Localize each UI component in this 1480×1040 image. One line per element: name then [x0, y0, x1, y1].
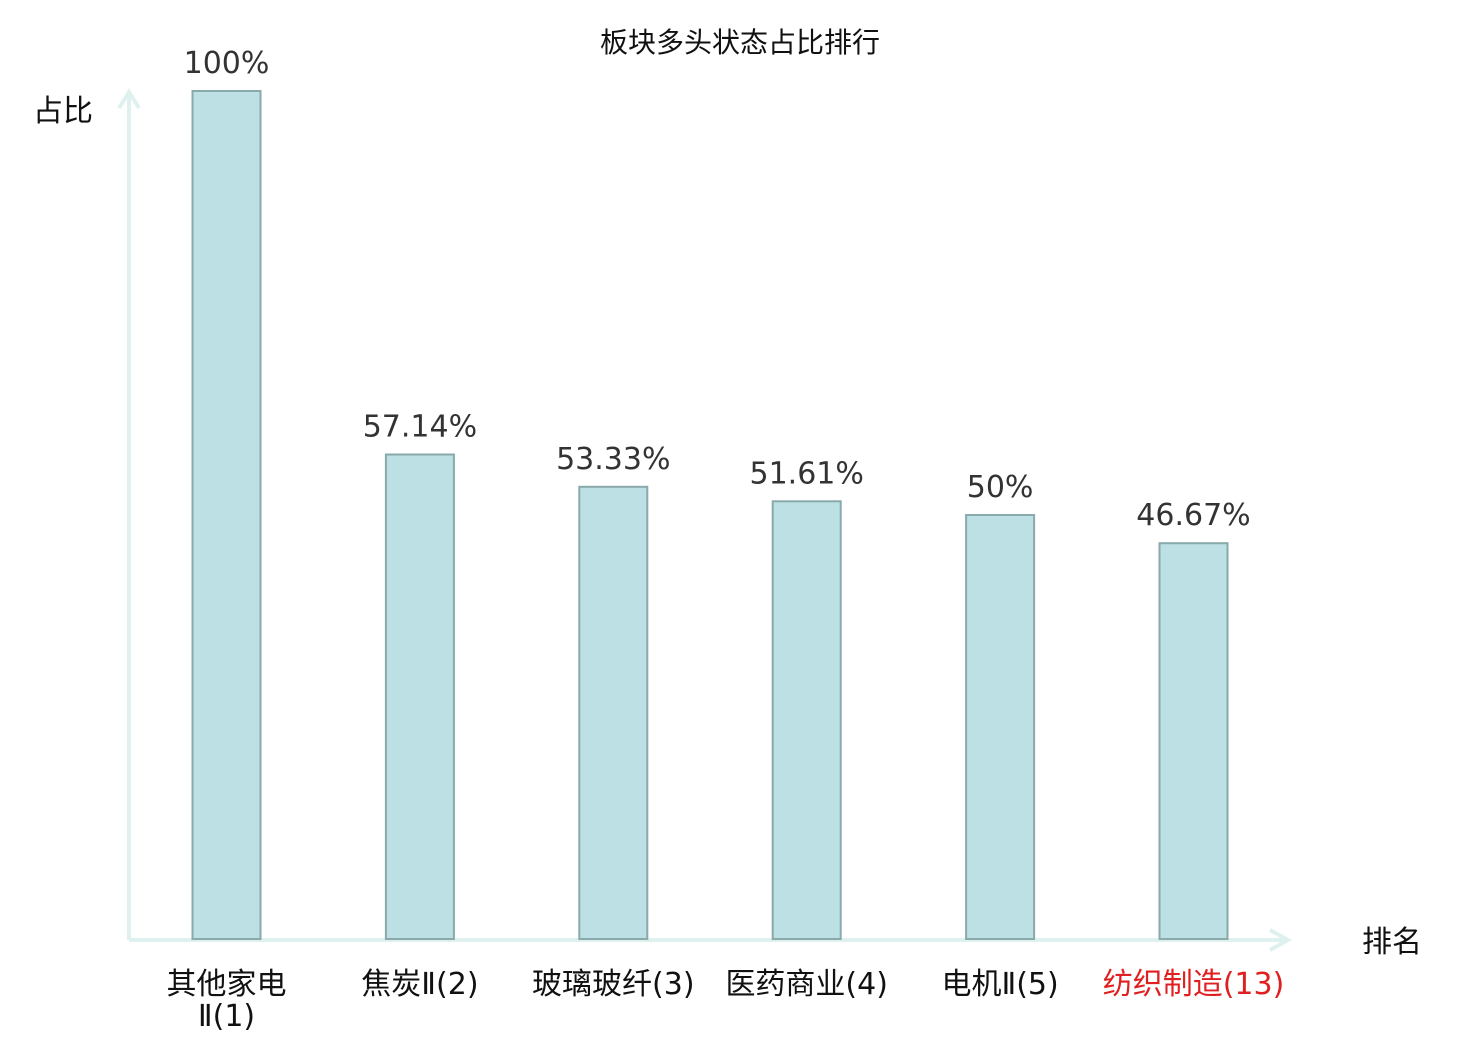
- bars-group: [191, 90, 1229, 940]
- category-label: 医药商业(4): [725, 967, 888, 1002]
- category-label-line: Ⅱ(1): [198, 999, 255, 1034]
- category-label: 电机Ⅱ(5): [941, 967, 1058, 1002]
- category-label-line: 电机Ⅱ(5): [941, 967, 1058, 1002]
- bar: [965, 514, 1036, 940]
- bar-value-label: 100%: [184, 46, 270, 81]
- category-label-line: 其他家电: [167, 967, 287, 1002]
- bar: [771, 500, 842, 940]
- category-label-line: 玻璃玻纤(3): [532, 967, 695, 1002]
- y-axis-label: 占比: [33, 94, 93, 129]
- bar: [191, 90, 262, 940]
- bar: [384, 453, 455, 940]
- category-label-line: 医药商业(4): [725, 967, 888, 1002]
- bar-value-label: 50%: [967, 470, 1034, 505]
- category-label: 焦炭Ⅱ(2): [361, 967, 478, 1002]
- category-labels-group: 其他家电 Ⅱ(1) 焦炭Ⅱ(2) 玻璃玻纤(3) 医药商业(4) 电机Ⅱ(5) 纺织制造(1…: [167, 967, 1285, 1034]
- category-label: 其他家电 Ⅱ(1): [167, 967, 287, 1034]
- bar-value-label: 53.33%: [556, 442, 670, 477]
- chart-title: 板块多头状态占比排行: [600, 26, 880, 59]
- category-label-line: 纺织制造(13): [1103, 967, 1285, 1002]
- x-axis-label: 排名: [1362, 925, 1422, 960]
- value-labels-group: 100% 57.14% 53.33% 51.61% 50% 46.67%: [184, 46, 1251, 533]
- bar-value-label: 46.67%: [1136, 498, 1250, 533]
- y-axis-arrow-icon: [117, 88, 141, 110]
- bar: [1158, 542, 1229, 940]
- x-axis-arrow-icon: [1269, 928, 1293, 952]
- bar: [578, 485, 649, 940]
- category-label: 纺织制造(13): [1103, 967, 1285, 1002]
- bar-value-label: 51.61%: [750, 456, 864, 491]
- category-label: 玻璃玻纤(3): [532, 967, 695, 1002]
- bar-value-label: 57.14%: [363, 410, 477, 445]
- category-label-line: 焦炭Ⅱ(2): [361, 967, 478, 1002]
